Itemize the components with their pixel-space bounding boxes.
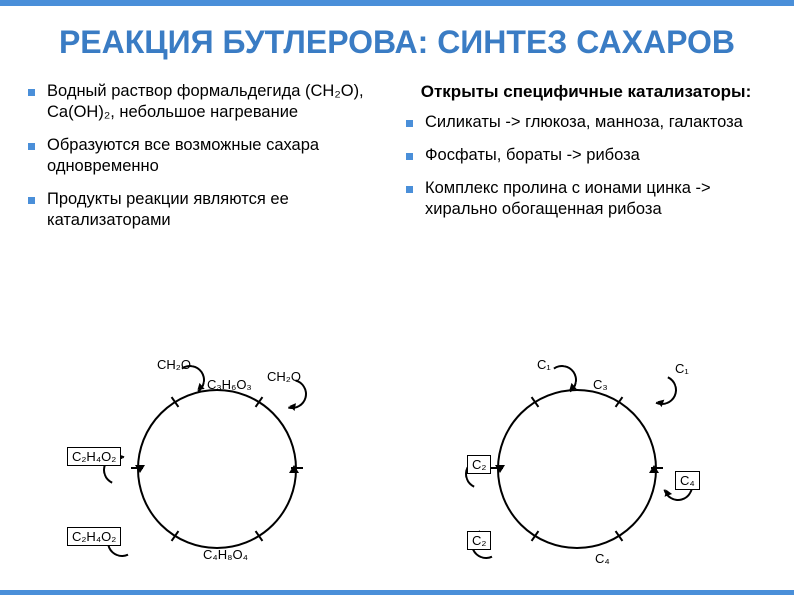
cycle-node: C₁ <box>537 357 551 372</box>
right-cycle: C₁ C₁ C₃ C₂ C₂ C₄ C₄ <box>427 351 727 581</box>
bullet-text: Фосфаты, бораты -> рибоза <box>425 145 640 166</box>
bullet-text: Водный раствор формальдегида (CH₂O), Ca(… <box>47 81 388 123</box>
cycle-node: C₄ <box>595 551 610 566</box>
bullet-icon <box>28 143 35 150</box>
bullet-text: Силикаты -> глюкоза, манноза, галактоза <box>425 112 743 133</box>
cycle-node: C₄H₈O₄ <box>203 547 248 562</box>
cycle-node-boxed: C₂H₄O₂ <box>67 527 121 546</box>
right-bullet-list: Силикаты -> глюкоза, манноза, галактоза … <box>406 112 766 220</box>
cycle-circle <box>497 389 657 549</box>
list-item: Фосфаты, бораты -> рибоза <box>406 145 766 166</box>
cycle-node: CH₂O <box>157 357 191 372</box>
cycle-circle <box>137 389 297 549</box>
list-item: Силикаты -> глюкоза, манноза, галактоза <box>406 112 766 133</box>
tick-icon <box>491 467 503 469</box>
cycle-node: C₃H₆O₃ <box>207 377 252 392</box>
cycle-node: C₁ <box>675 361 689 376</box>
left-cycle: CH₂O CH₂O C₃H₆O₃ C₂H₄O₂ C₂H₄O₂ C₄H₈O₄ <box>67 351 367 581</box>
tick-icon <box>291 467 303 469</box>
right-subtitle: Открыты специфичные катализаторы: <box>406 81 766 102</box>
cycle-node-boxed: C₂ <box>467 455 491 474</box>
tick-icon <box>651 467 663 469</box>
cycle-node: CH₂O <box>267 369 301 384</box>
cycle-node: C₃ <box>593 377 608 392</box>
list-item: Образуются все возможные сахара одноврем… <box>28 135 388 177</box>
cycle-node-boxed: C₂ <box>467 531 491 550</box>
bullet-text: Продукты реакции являются ее катализатор… <box>47 189 388 231</box>
list-item: Продукты реакции являются ее катализатор… <box>28 189 388 231</box>
list-item: Водный раствор формальдегида (CH₂O), Ca(… <box>28 81 388 123</box>
bullet-icon <box>28 89 35 96</box>
bullet-text: Образуются все возможные сахара одноврем… <box>47 135 388 177</box>
tick-icon <box>131 467 143 469</box>
bullet-icon <box>406 120 413 127</box>
cycle-node-boxed: C₂H₄O₂ <box>67 447 121 466</box>
slide-title: РЕАКЦИЯ БУТЛЕРОВА: СИНТЕЗ САХАРОВ <box>0 6 794 75</box>
input-arrow-icon <box>643 371 681 409</box>
footer-bar <box>0 590 794 595</box>
list-item: Комплекс пролина с ионами цинка -> хирал… <box>406 178 766 220</box>
left-column: Водный раствор формальдегида (CH₂O), Ca(… <box>28 81 388 244</box>
content-columns: Водный раствор формальдегида (CH₂O), Ca(… <box>0 75 794 244</box>
bullet-icon <box>406 186 413 193</box>
bullet-text: Комплекс пролина с ионами цинка -> хирал… <box>425 178 766 220</box>
cycle-node-boxed: C₄ <box>675 471 700 490</box>
right-column: Открыты специфичные катализаторы: Силика… <box>406 81 766 244</box>
left-bullet-list: Водный раствор формальдегида (CH₂O), Ca(… <box>28 81 388 232</box>
bullet-icon <box>406 153 413 160</box>
reaction-diagram: CH₂O CH₂O C₃H₆O₃ C₂H₄O₂ C₂H₄O₂ C₄H₈O₄ C₁… <box>40 351 754 581</box>
bullet-icon <box>28 197 35 204</box>
